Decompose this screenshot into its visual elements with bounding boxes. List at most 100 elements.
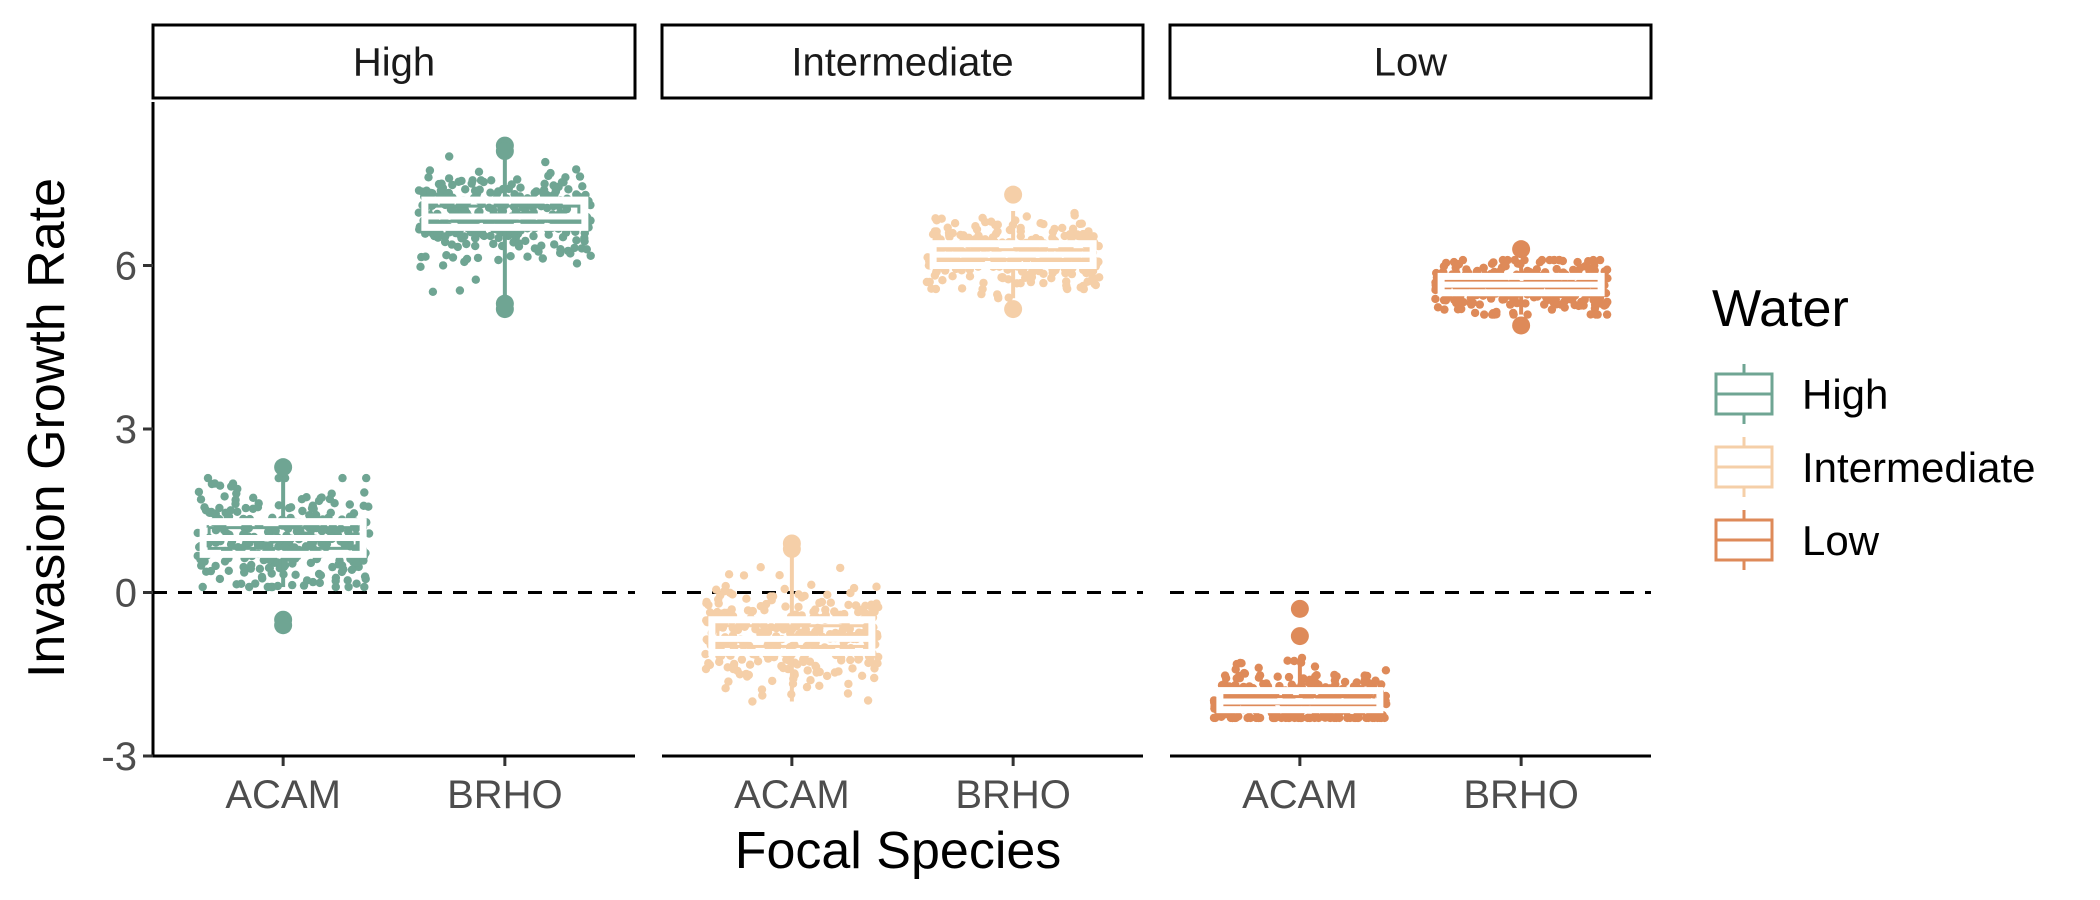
jitter-point xyxy=(228,479,238,488)
jitter-point xyxy=(815,598,824,608)
jitter-point xyxy=(231,499,240,509)
jitter-point xyxy=(1320,713,1330,722)
jitter-point xyxy=(775,571,784,580)
jitter-point xyxy=(742,594,751,603)
jitter-point xyxy=(294,527,303,536)
jitter-point xyxy=(471,233,480,242)
outlier-point xyxy=(1004,185,1023,204)
jitter-point xyxy=(1088,273,1097,282)
jitter-point xyxy=(455,286,465,295)
jitter-point xyxy=(224,566,233,575)
jitter-point xyxy=(836,563,845,573)
jitter-point xyxy=(203,473,213,483)
jitter-point xyxy=(1314,680,1323,689)
jitter-point xyxy=(1305,678,1314,688)
jitter-point xyxy=(532,187,541,196)
jitter-point xyxy=(337,561,347,570)
jitter-point xyxy=(263,582,272,592)
box-high-brho xyxy=(414,136,595,319)
jitter-point xyxy=(1439,262,1449,271)
jitter-point xyxy=(977,289,986,299)
jitter-point xyxy=(1490,310,1499,319)
jitter-point xyxy=(780,584,789,594)
jitter-point xyxy=(815,681,824,690)
jitter-point xyxy=(844,679,853,689)
y-axis-title: Invasion Growth Rate xyxy=(18,178,76,678)
jitter-point xyxy=(748,606,757,616)
jitter-point xyxy=(1075,219,1085,229)
jitter-point xyxy=(1523,310,1532,319)
jitter-point xyxy=(928,230,938,239)
jitter-point xyxy=(737,655,747,664)
jitter-point xyxy=(534,247,543,256)
y-tick-label: 6 xyxy=(115,245,137,289)
jitter-point xyxy=(748,697,757,706)
jitter-point xyxy=(1352,678,1362,687)
jitter-point xyxy=(523,252,532,261)
jitter-point xyxy=(284,503,294,513)
jitter-point xyxy=(811,605,820,614)
jitter-point xyxy=(327,489,336,498)
jitter-point xyxy=(418,187,427,196)
jitter-point xyxy=(1279,712,1288,721)
legend-label: High xyxy=(1802,371,1888,418)
jitter-point xyxy=(852,601,861,610)
jitter-point xyxy=(1570,300,1579,310)
jitter-point xyxy=(830,607,839,616)
legend-title: Water xyxy=(1712,280,1849,338)
jitter-point xyxy=(223,509,232,519)
jitter-point xyxy=(544,171,553,181)
jitter-point xyxy=(360,488,369,497)
jitter-point xyxy=(1016,227,1025,236)
jitter-point xyxy=(1562,295,1571,304)
jitter-point xyxy=(938,276,947,285)
jitter-point xyxy=(414,208,423,217)
jitter-point xyxy=(854,608,863,617)
jitter-point xyxy=(1039,278,1048,288)
jitter-point xyxy=(1433,303,1443,312)
jitter-point xyxy=(815,667,824,677)
facet-strip-label: Low xyxy=(1374,41,1447,85)
jitter-point xyxy=(572,165,581,174)
jitter-point xyxy=(200,557,209,566)
jitter-point xyxy=(794,602,803,612)
jitter-point xyxy=(869,605,878,615)
jitter-point xyxy=(448,253,458,262)
jitter-point xyxy=(557,178,567,187)
jitter-point xyxy=(514,239,523,248)
jitter-point xyxy=(756,563,765,572)
jitter-point xyxy=(1335,713,1344,723)
jitter-point xyxy=(245,582,254,592)
jitter-point xyxy=(291,570,300,579)
jitter-point xyxy=(1252,713,1261,723)
jitter-point xyxy=(1312,671,1321,680)
jitter-point xyxy=(425,166,435,175)
jitter-point xyxy=(288,580,297,590)
legend-entry-high: High xyxy=(1714,364,1888,424)
jitter-point xyxy=(1017,267,1027,276)
jitter-point xyxy=(925,277,934,287)
jitter-point xyxy=(1470,308,1480,318)
jitter-point xyxy=(556,245,565,254)
jitter-point xyxy=(797,628,806,637)
jitter-point xyxy=(1506,300,1515,309)
jitter-point xyxy=(440,237,450,247)
jitter-point xyxy=(739,571,749,580)
facet-panel-intermediate: Intermediate ACAM BRHO xyxy=(660,23,1145,817)
jitter-point xyxy=(424,173,433,182)
x-tick-label: BRHO xyxy=(955,773,1071,817)
jitter-point xyxy=(352,558,362,567)
facet-strip-label: High xyxy=(353,41,435,85)
jitter-point xyxy=(359,501,368,510)
jitter-point xyxy=(1028,268,1037,278)
jitter-point xyxy=(1095,273,1104,282)
jitter-point xyxy=(991,229,1001,238)
jitter-point xyxy=(331,582,340,592)
jitter-point xyxy=(838,626,847,635)
jitter-point xyxy=(702,597,711,607)
jitter-point xyxy=(1255,671,1265,680)
jitter-point xyxy=(421,252,430,261)
jitter-point xyxy=(844,600,853,610)
jitter-point xyxy=(971,222,980,231)
